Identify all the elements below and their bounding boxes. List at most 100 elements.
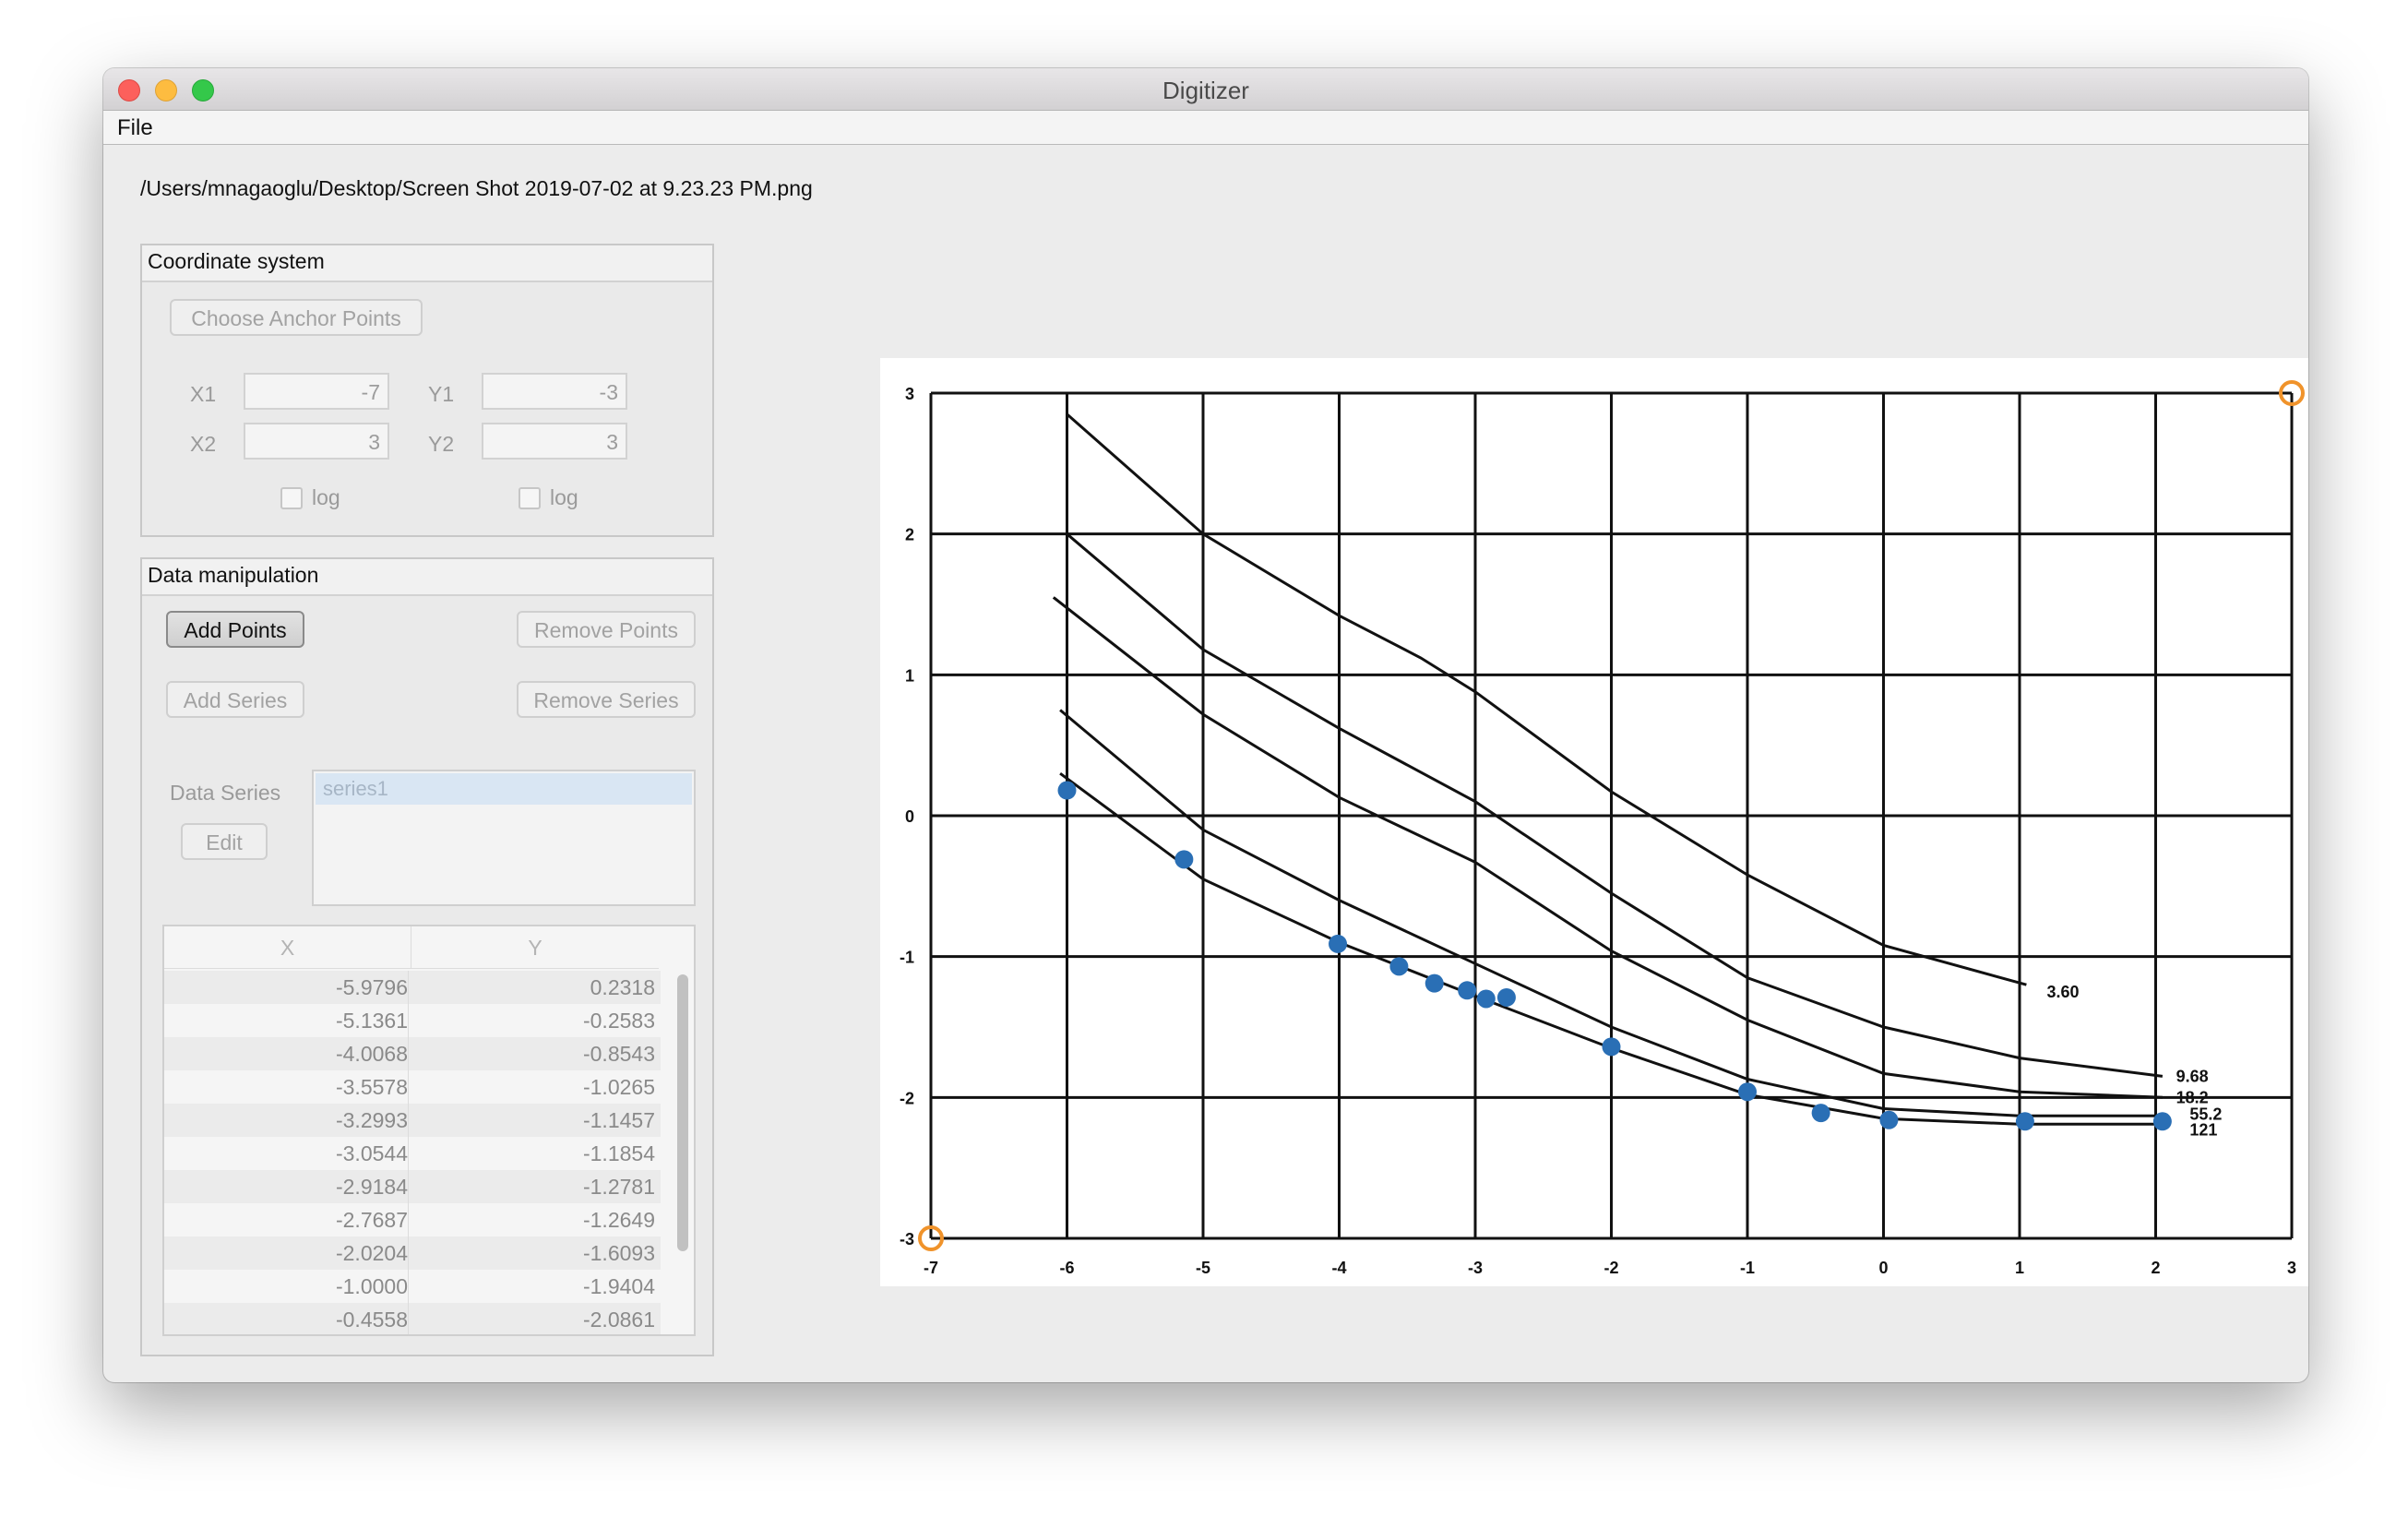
- table-scrollbar-thumb[interactable]: [677, 974, 688, 1251]
- cell-y[interactable]: -1.9404: [582, 1274, 655, 1298]
- cell-y[interactable]: -1.1457: [582, 1108, 655, 1132]
- y-tick-label: -3: [900, 1230, 914, 1248]
- cell-x[interactable]: -4.0068: [164, 1037, 409, 1070]
- cell-y[interactable]: -0.8543: [582, 1042, 655, 1066]
- menu-file[interactable]: File: [117, 115, 153, 140]
- table-row[interactable]: -4.0068 -0.8543: [164, 1037, 661, 1070]
- table-row[interactable]: -1.0000 -1.9404: [164, 1270, 661, 1303]
- plot-image-area[interactable]: -7 -6 -5 -4 -3 -2 -1 0 1 2 3 -3 -2 -1 0 1 2 3 3.60 9.68 18.2…: [880, 358, 2308, 1286]
- x-tick-label: -1: [1740, 1259, 1755, 1277]
- table-row[interactable]: -3.5578 -1.0265: [164, 1070, 661, 1104]
- cell-x[interactable]: -5.9796: [164, 971, 409, 1004]
- y2-field[interactable]: 3: [482, 423, 627, 460]
- curve-label: 9.68: [2176, 1067, 2209, 1085]
- cell-y[interactable]: -0.2583: [582, 1009, 655, 1033]
- file-path: /Users/mnagaoglu/Desktop/Screen Shot 201…: [140, 176, 813, 200]
- y2-label: Y2: [428, 432, 455, 456]
- y-tick-label: -2: [900, 1089, 914, 1107]
- cell-x[interactable]: -3.0544: [164, 1137, 409, 1170]
- digitized-point: [1458, 981, 1477, 1000]
- table-row[interactable]: -5.1361 -0.2583: [164, 1004, 661, 1037]
- table-row[interactable]: -2.7687 -1.2649: [164, 1203, 661, 1236]
- window-title: Digitizer: [1162, 77, 1249, 104]
- choose-anchor-points-button[interactable]: Choose Anchor Points: [170, 299, 423, 336]
- cell-x[interactable]: -3.2993: [164, 1104, 409, 1137]
- coordinate-system-title: Coordinate system: [148, 249, 325, 273]
- data-manipulation-header: Data manipulation: [142, 559, 712, 596]
- anchor-point-marker: [918, 1225, 944, 1251]
- edit-series-button[interactable]: Edit: [181, 823, 268, 860]
- curve-line: [1066, 532, 2164, 1078]
- series-list-item[interactable]: series1: [316, 773, 692, 805]
- y1-field[interactable]: -3: [482, 373, 627, 410]
- cell-x[interactable]: -1.0000: [164, 1270, 409, 1303]
- remove-points-button[interactable]: Remove Points: [517, 611, 696, 648]
- cell-x[interactable]: -2.9184: [164, 1170, 409, 1203]
- menu-bar: File: [103, 111, 2308, 145]
- cell-y[interactable]: -1.0265: [582, 1075, 655, 1099]
- table-scrollbar[interactable]: [677, 974, 688, 1270]
- column-header-y: Y: [411, 926, 659, 969]
- curve-line: [1052, 596, 2163, 1099]
- x-log-label: log: [312, 485, 340, 509]
- cell-x[interactable]: -0.4558: [164, 1303, 409, 1334]
- table-row[interactable]: -3.0544 -1.1854: [164, 1137, 661, 1170]
- y-tick-label: 2: [905, 526, 914, 544]
- points-table[interactable]: X Y -5.9796 0.2318 -5.1361 -0.2583 -4.0068 -0…: [162, 925, 696, 1336]
- digitized-point: [1329, 934, 1348, 953]
- add-series-button[interactable]: Add Series: [166, 681, 304, 718]
- x-tick-label: -7: [924, 1259, 938, 1277]
- x-tick-label: -3: [1468, 1259, 1483, 1277]
- cell-y[interactable]: -1.2649: [582, 1208, 655, 1232]
- close-window-button[interactable]: [118, 79, 140, 102]
- cell-y[interactable]: -2.0861: [582, 1308, 655, 1332]
- x1-label: X1: [190, 382, 217, 406]
- curve-label: 55.2: [2189, 1105, 2222, 1124]
- column-header-x: X: [164, 926, 411, 969]
- minimize-window-button[interactable]: [155, 79, 177, 102]
- cell-x[interactable]: -5.1361: [164, 1004, 409, 1037]
- title-bar: Digitizer: [103, 68, 2308, 111]
- digitized-point: [1879, 1110, 1899, 1129]
- y-log-label: log: [550, 485, 578, 509]
- cell-y[interactable]: 0.2318: [590, 975, 655, 999]
- x-tick-label: -6: [1059, 1259, 1074, 1277]
- digitized-point: [1476, 989, 1496, 1009]
- table-row[interactable]: -2.9184 -1.2781: [164, 1170, 661, 1203]
- add-points-button[interactable]: Add Points: [166, 611, 304, 648]
- cell-x[interactable]: -2.0204: [164, 1236, 409, 1270]
- curve-line: [1059, 709, 2163, 1117]
- digitized-point: [2152, 1112, 2172, 1131]
- x-tick-label: -2: [1603, 1259, 1618, 1277]
- table-row[interactable]: -2.0204 -1.6093: [164, 1236, 661, 1270]
- x2-field[interactable]: 3: [244, 423, 389, 460]
- x-tick-label: 1: [2015, 1259, 2024, 1277]
- digitized-point: [1738, 1082, 1757, 1102]
- digitized-point: [2015, 1112, 2034, 1131]
- y-tick-label: 1: [905, 666, 914, 685]
- cell-y[interactable]: -1.1854: [582, 1141, 655, 1165]
- digitized-chart-image[interactable]: -7 -6 -5 -4 -3 -2 -1 0 1 2 3 -3 -2 -1 0 1 2 3 3.60 9.68 18.2…: [880, 358, 2308, 1286]
- x-tick-label: 0: [1878, 1259, 1888, 1277]
- cell-y[interactable]: -1.6093: [582, 1241, 655, 1265]
- cell-x[interactable]: -3.5578: [164, 1070, 409, 1104]
- data-series-list[interactable]: series1: [312, 770, 696, 906]
- coordinate-system-panel: Coordinate system Choose Anchor Points X…: [140, 244, 714, 537]
- cell-x[interactable]: -2.7687: [164, 1203, 409, 1236]
- digitized-point: [1602, 1037, 1621, 1057]
- zoom-window-button[interactable]: [192, 79, 214, 102]
- x1-field[interactable]: -7: [244, 373, 389, 410]
- digitized-point: [1425, 974, 1444, 993]
- x-log-checkbox[interactable]: [280, 487, 303, 509]
- digitized-point: [1811, 1104, 1830, 1123]
- y-log-checkbox[interactable]: [519, 487, 541, 509]
- cell-y[interactable]: -1.2781: [582, 1175, 655, 1199]
- x-tick-label: 2: [2151, 1259, 2160, 1277]
- digitized-point: [1057, 781, 1077, 800]
- table-row[interactable]: -5.9796 0.2318: [164, 971, 661, 1004]
- remove-series-button[interactable]: Remove Series: [517, 681, 696, 718]
- digitized-point: [1389, 957, 1409, 976]
- table-row[interactable]: -0.4558 -2.0861: [164, 1303, 661, 1334]
- x-tick-label: -5: [1196, 1259, 1210, 1277]
- table-row[interactable]: -3.2993 -1.1457: [164, 1104, 661, 1137]
